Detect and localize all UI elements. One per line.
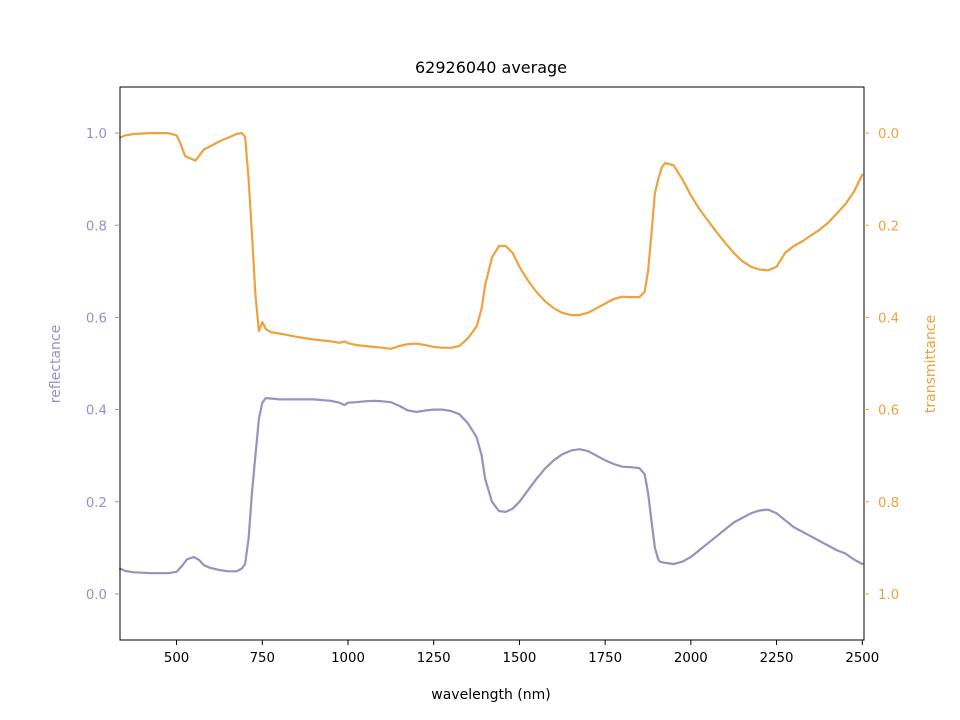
transmittance-series-line (118, 132, 864, 350)
y-left-tick-label: 0.8 (86, 219, 107, 234)
y-left-tick-label: 0.4 (86, 404, 107, 419)
x-tick-label: 1500 (503, 651, 537, 666)
x-tick-label: 750 (250, 651, 275, 666)
x-tick-label: 2000 (674, 651, 708, 666)
y-right-tick-label: 0.6 (878, 404, 899, 419)
x-tick-label: 2500 (845, 651, 879, 666)
y-right-tick-label: 0.2 (878, 219, 899, 234)
y-right-tick-label: 0.0 (878, 127, 899, 142)
plot-frame (119, 86, 865, 641)
y-left-tick-label: 0.2 (86, 496, 107, 511)
reflectance-series-line (118, 397, 864, 575)
y-left-tick-label: 0.0 (86, 588, 107, 603)
x-tick-label: 1000 (331, 651, 365, 666)
y-axis-left: 0.0 0.2 0.4 0.6 0.8 1.0 (86, 127, 120, 603)
y-right-tick-label: 0.8 (878, 496, 899, 511)
y-axis-right: 0.0 0.2 0.4 0.6 0.8 1.0 (864, 127, 899, 603)
x-tick-label: 1750 (588, 651, 622, 666)
x-tick-label: 1250 (417, 651, 451, 666)
y-left-tick-label: 0.6 (86, 311, 107, 326)
x-tick-label: 2250 (760, 651, 794, 666)
y-right-tick-label: 1.0 (878, 588, 899, 603)
x-axis-label: wavelength (nm) (431, 687, 550, 703)
y-right-tick-label: 0.4 (878, 311, 899, 326)
y-left-tick-label: 1.0 (86, 127, 107, 142)
chart-title: 62926040 average (415, 58, 567, 77)
y-axis-left-label: reflectance (48, 325, 64, 403)
y-axis-right-label: transmittance (923, 315, 939, 413)
x-axis: 500 750 1000 1250 1500 1750 2000 2250 2500 (164, 640, 879, 666)
x-tick-label: 500 (164, 651, 189, 666)
series-layer (118, 132, 864, 575)
